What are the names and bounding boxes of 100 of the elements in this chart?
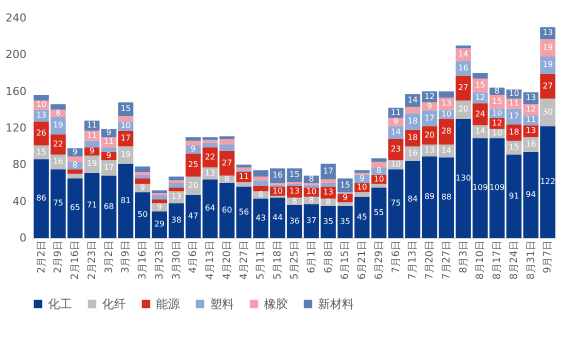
legend-label: 塑料 bbox=[210, 297, 234, 311]
data-label: 27 bbox=[222, 158, 232, 168]
data-label: 12 bbox=[475, 92, 486, 102]
data-label: 17 bbox=[508, 112, 520, 121]
data-label: 12 bbox=[492, 118, 502, 128]
data-label: 22 bbox=[53, 140, 64, 148]
x-tick-label: 2月23日 bbox=[86, 240, 98, 280]
bar bbox=[354, 192, 370, 197]
data-label: 14 bbox=[458, 50, 468, 59]
x-tick-label: 6月15日 bbox=[340, 240, 352, 280]
data-label: 8 bbox=[494, 86, 500, 96]
legend-label: 化工 bbox=[48, 297, 72, 311]
data-label: 11 bbox=[390, 108, 401, 117]
data-label: 130 bbox=[456, 173, 471, 182]
data-label: 20 bbox=[424, 130, 435, 140]
data-label: 13 bbox=[323, 188, 334, 197]
bar bbox=[456, 100, 471, 119]
data-label: 15 bbox=[120, 104, 131, 114]
data-label: 22 bbox=[205, 152, 216, 162]
data-label: 13 bbox=[542, 28, 553, 38]
data-label: 28 bbox=[441, 126, 452, 136]
data-label: 8 bbox=[258, 190, 264, 199]
data-label: 15 bbox=[289, 170, 300, 180]
bar bbox=[456, 61, 471, 76]
y-tick-label: 80 bbox=[12, 158, 26, 172]
data-label: 10 bbox=[356, 182, 368, 192]
data-label: 8 bbox=[72, 160, 78, 170]
bar bbox=[134, 178, 150, 184]
data-label: 10 bbox=[272, 186, 283, 196]
bar bbox=[152, 200, 168, 204]
bar bbox=[540, 74, 556, 99]
data-label: 24 bbox=[475, 109, 486, 118]
bar bbox=[472, 78, 488, 92]
data-label: 9 bbox=[359, 174, 365, 183]
data-label: 9 bbox=[427, 101, 432, 110]
data-label: 20 bbox=[458, 104, 468, 114]
data-label: 81 bbox=[120, 196, 131, 205]
x-tick-label: 6月1日 bbox=[306, 240, 318, 274]
bar bbox=[219, 144, 235, 151]
bar bbox=[371, 162, 386, 168]
x-tick-label: 5月25日 bbox=[290, 240, 300, 280]
data-label: 13 bbox=[424, 145, 435, 154]
data-label: 89 bbox=[424, 192, 435, 202]
data-label: 16 bbox=[458, 63, 468, 72]
x-tick-label: 7月6日 bbox=[390, 240, 402, 274]
y-tick-label: 40 bbox=[12, 194, 26, 208]
data-label: 13 bbox=[36, 110, 46, 120]
data-label: 109 bbox=[489, 183, 505, 192]
data-label: 17 bbox=[323, 166, 334, 176]
data-label: 88 bbox=[441, 192, 452, 202]
bar bbox=[152, 190, 168, 194]
data-label: 10 bbox=[306, 187, 316, 196]
data-label: 36 bbox=[289, 216, 300, 226]
data-label: 15 bbox=[340, 180, 350, 190]
x-tick-label: 5月11日 bbox=[256, 240, 267, 280]
data-label: 18 bbox=[408, 116, 418, 126]
data-label: 43 bbox=[256, 213, 266, 222]
bar bbox=[320, 179, 336, 183]
data-label: 9 bbox=[342, 193, 348, 202]
data-label: 86 bbox=[36, 194, 46, 203]
data-label: 13 bbox=[289, 186, 300, 196]
data-label: 109 bbox=[472, 183, 488, 192]
data-label: 15 bbox=[508, 142, 520, 152]
data-label: 75 bbox=[390, 198, 401, 208]
bar bbox=[438, 91, 454, 98]
data-label: 14 bbox=[408, 96, 418, 104]
data-label: 11 bbox=[526, 115, 536, 124]
bar bbox=[134, 172, 150, 175]
bar bbox=[168, 183, 184, 188]
data-label: 13 bbox=[205, 168, 216, 178]
bar bbox=[134, 166, 150, 172]
data-label: 35 bbox=[323, 216, 334, 226]
x-tick-label: 2月9日 bbox=[53, 240, 64, 274]
bar bbox=[219, 150, 235, 176]
data-label: 16 bbox=[408, 148, 418, 158]
data-label: 19 bbox=[542, 60, 553, 70]
data-label: 13 bbox=[526, 126, 536, 136]
data-label: 8 bbox=[308, 195, 314, 204]
x-tick-label: 8月31日 bbox=[526, 240, 537, 280]
x-tick-label: 8月10日 bbox=[475, 240, 486, 280]
data-label: 9 bbox=[106, 128, 112, 138]
data-label: 8 bbox=[376, 166, 382, 176]
x-tick-label: 7月13日 bbox=[408, 240, 419, 280]
x-tick-label: 3月16日 bbox=[138, 240, 149, 280]
x-tick-label: 7月27日 bbox=[441, 240, 452, 280]
x-tick-label: 4月27日 bbox=[238, 240, 250, 280]
data-label: 55 bbox=[374, 208, 384, 217]
x-tick-label: 4月20日 bbox=[222, 240, 233, 280]
legend-label: 能源 bbox=[156, 297, 180, 311]
bar bbox=[168, 176, 184, 180]
bar bbox=[456, 46, 471, 48]
x-tick-label: 2月2日 bbox=[36, 240, 48, 274]
bar bbox=[168, 188, 184, 192]
data-label: 14 bbox=[441, 146, 452, 155]
y-tick-label: 0 bbox=[20, 232, 26, 244]
bar bbox=[540, 98, 556, 126]
data-label: 75 bbox=[53, 198, 64, 208]
data-label: 84 bbox=[408, 194, 418, 204]
data-label: 9 bbox=[393, 117, 398, 126]
data-label: 13 bbox=[441, 98, 452, 108]
